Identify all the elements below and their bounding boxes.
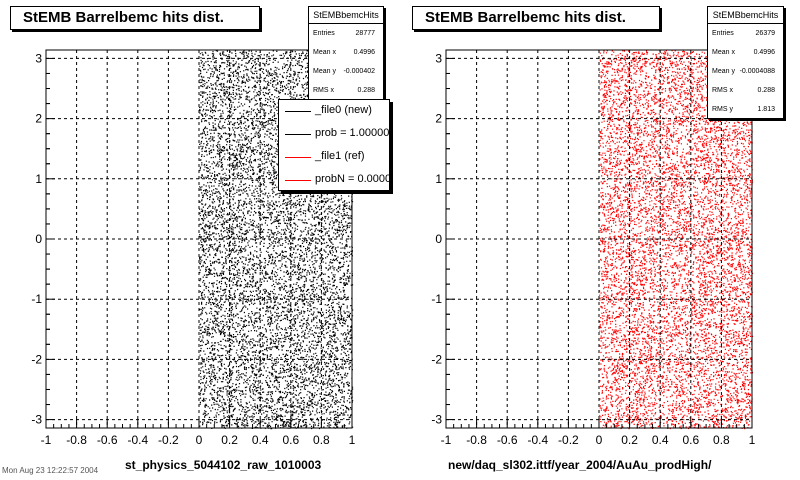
y-tick-label: 3: [35, 51, 42, 65]
right-stats-box: StEMBbemcHits Entries 26379 Mean x 0.4996 …: [707, 6, 784, 119]
x-tick-label: 0: [196, 433, 203, 447]
stats-label: Mean y: [712, 68, 735, 75]
x-tick-label: 0.2: [221, 433, 238, 447]
left-chart-title: StEMB Barrelbemc hits dist.: [23, 9, 224, 26]
x-tick-label: 0.6: [682, 433, 699, 447]
x-tick-label: -0.8: [66, 433, 87, 447]
timestamp: Mon Aug 23 12:22:57 2004: [2, 466, 99, 475]
x-tick-label: 0.2: [621, 433, 638, 447]
legend-entry: _file1 (ref): [279, 148, 389, 166]
stats-row: Mean x 0.4996: [309, 43, 383, 62]
left-legend: _file0 (new) prob = 1.000000 _file1 (ref…: [278, 99, 390, 191]
x-tick-label: -0.6: [497, 433, 518, 447]
stats-value: 0.4996: [353, 49, 375, 56]
x-tick-label: 0.4: [252, 433, 269, 447]
left-stats-box: StEMBbemcHits Entries 28777 Mean x 0.4996 …: [308, 6, 384, 101]
stats-row: Mean y -0.0004088: [708, 62, 783, 81]
stats-label: Mean x: [712, 49, 735, 56]
y-tick-label: 2: [35, 112, 42, 126]
y-tick-label: -1: [431, 292, 442, 306]
y-tick-label: -3: [31, 413, 42, 427]
x-tick-label: -0.2: [558, 433, 579, 447]
stats-row: Entries 26379: [708, 24, 783, 43]
legend-label: probN = 0.000000: [315, 173, 390, 185]
y-tick-label: -2: [31, 352, 42, 366]
right-stats-name: StEMBbemcHits: [708, 7, 783, 24]
left-title-box: StEMB Barrelbemc hits dist.: [10, 6, 260, 30]
y-tick-label: -3: [431, 413, 442, 427]
left-x-axis-title: st_physics_5044102_raw_1010003: [125, 458, 322, 472]
y-tick-label: -1: [31, 292, 42, 306]
stats-label: RMS x: [313, 87, 334, 94]
legend-label: _file1 (ref): [315, 150, 365, 162]
legend-label: _file0 (new): [315, 104, 372, 116]
stats-label: Entries: [313, 30, 335, 37]
stats-row: RMS x 0.288: [708, 81, 783, 100]
x-tick-label: -1: [441, 433, 452, 447]
legend-entry: probN = 0.000000: [279, 171, 389, 189]
x-tick-label: 0.8: [313, 433, 330, 447]
scatter-points: [599, 50, 754, 430]
y-tick-label: 1: [35, 172, 42, 186]
y-tick-label: 2: [435, 112, 442, 126]
stats-label: RMS x: [712, 87, 733, 94]
legend-label: prob = 1.000000: [315, 127, 390, 139]
right-chart-title: StEMB Barrelbemc hits dist.: [425, 9, 626, 26]
x-tick-label: -0.2: [158, 433, 179, 447]
stats-label: Mean x: [313, 49, 336, 56]
x-tick-label: -0.4: [127, 433, 148, 447]
x-tick-label: 0: [596, 433, 603, 447]
legend-entry: _file0 (new): [279, 102, 389, 120]
stats-value: 26379: [755, 30, 775, 37]
stats-value: -0.0004088: [739, 68, 775, 75]
stats-label: Mean y: [313, 68, 336, 75]
legend-entry: prob = 1.000000: [279, 125, 389, 143]
x-tick-label: 0.4: [652, 433, 669, 447]
stats-row: Mean y -0.000402: [309, 62, 383, 81]
stats-label: RMS y: [712, 106, 733, 113]
y-tick-label: 1: [435, 172, 442, 186]
right-x-axis-title: new/daq_sl302.ittf/year_2004/AuAu_prodHi…: [448, 458, 712, 472]
y-tick-label: 0: [35, 232, 42, 246]
stats-row: Entries 28777: [309, 24, 383, 43]
right-title-box: StEMB Barrelbemc hits dist.: [412, 6, 660, 30]
y-tick-label: 0: [435, 232, 442, 246]
x-tick-label: -1: [41, 433, 52, 447]
x-tick-label: 1: [349, 433, 356, 447]
left-stats-name: StEMBbemcHits: [309, 7, 383, 24]
stats-row: RMS y 1.813: [708, 100, 783, 119]
scatter-series-0: [599, 50, 754, 430]
legend-line: [285, 180, 311, 181]
x-tick-label: -0.8: [466, 433, 487, 447]
stats-value: 28777: [355, 30, 375, 37]
legend-line: [285, 157, 311, 158]
stats-label: Entries: [712, 30, 734, 37]
x-tick-label: 0.8: [713, 433, 730, 447]
stats-value: 0.288: [357, 87, 375, 94]
stats-value: 0.4996: [753, 49, 775, 56]
legend-line: [285, 134, 311, 135]
stats-row: RMS x 0.288: [309, 81, 383, 100]
x-tick-label: 0.6: [282, 433, 299, 447]
legend-line: [285, 111, 311, 112]
stats-value: 1.813: [757, 106, 775, 113]
stats-value: -0.000402: [343, 68, 375, 75]
y-tick-label: 3: [435, 51, 442, 65]
x-tick-label: -0.4: [527, 433, 548, 447]
stats-row: Mean x 0.4996: [708, 43, 783, 62]
x-tick-label: -0.6: [97, 433, 118, 447]
stats-value: 0.288: [757, 87, 775, 94]
x-tick-label: 1: [749, 433, 756, 447]
y-tick-label: -2: [431, 352, 442, 366]
